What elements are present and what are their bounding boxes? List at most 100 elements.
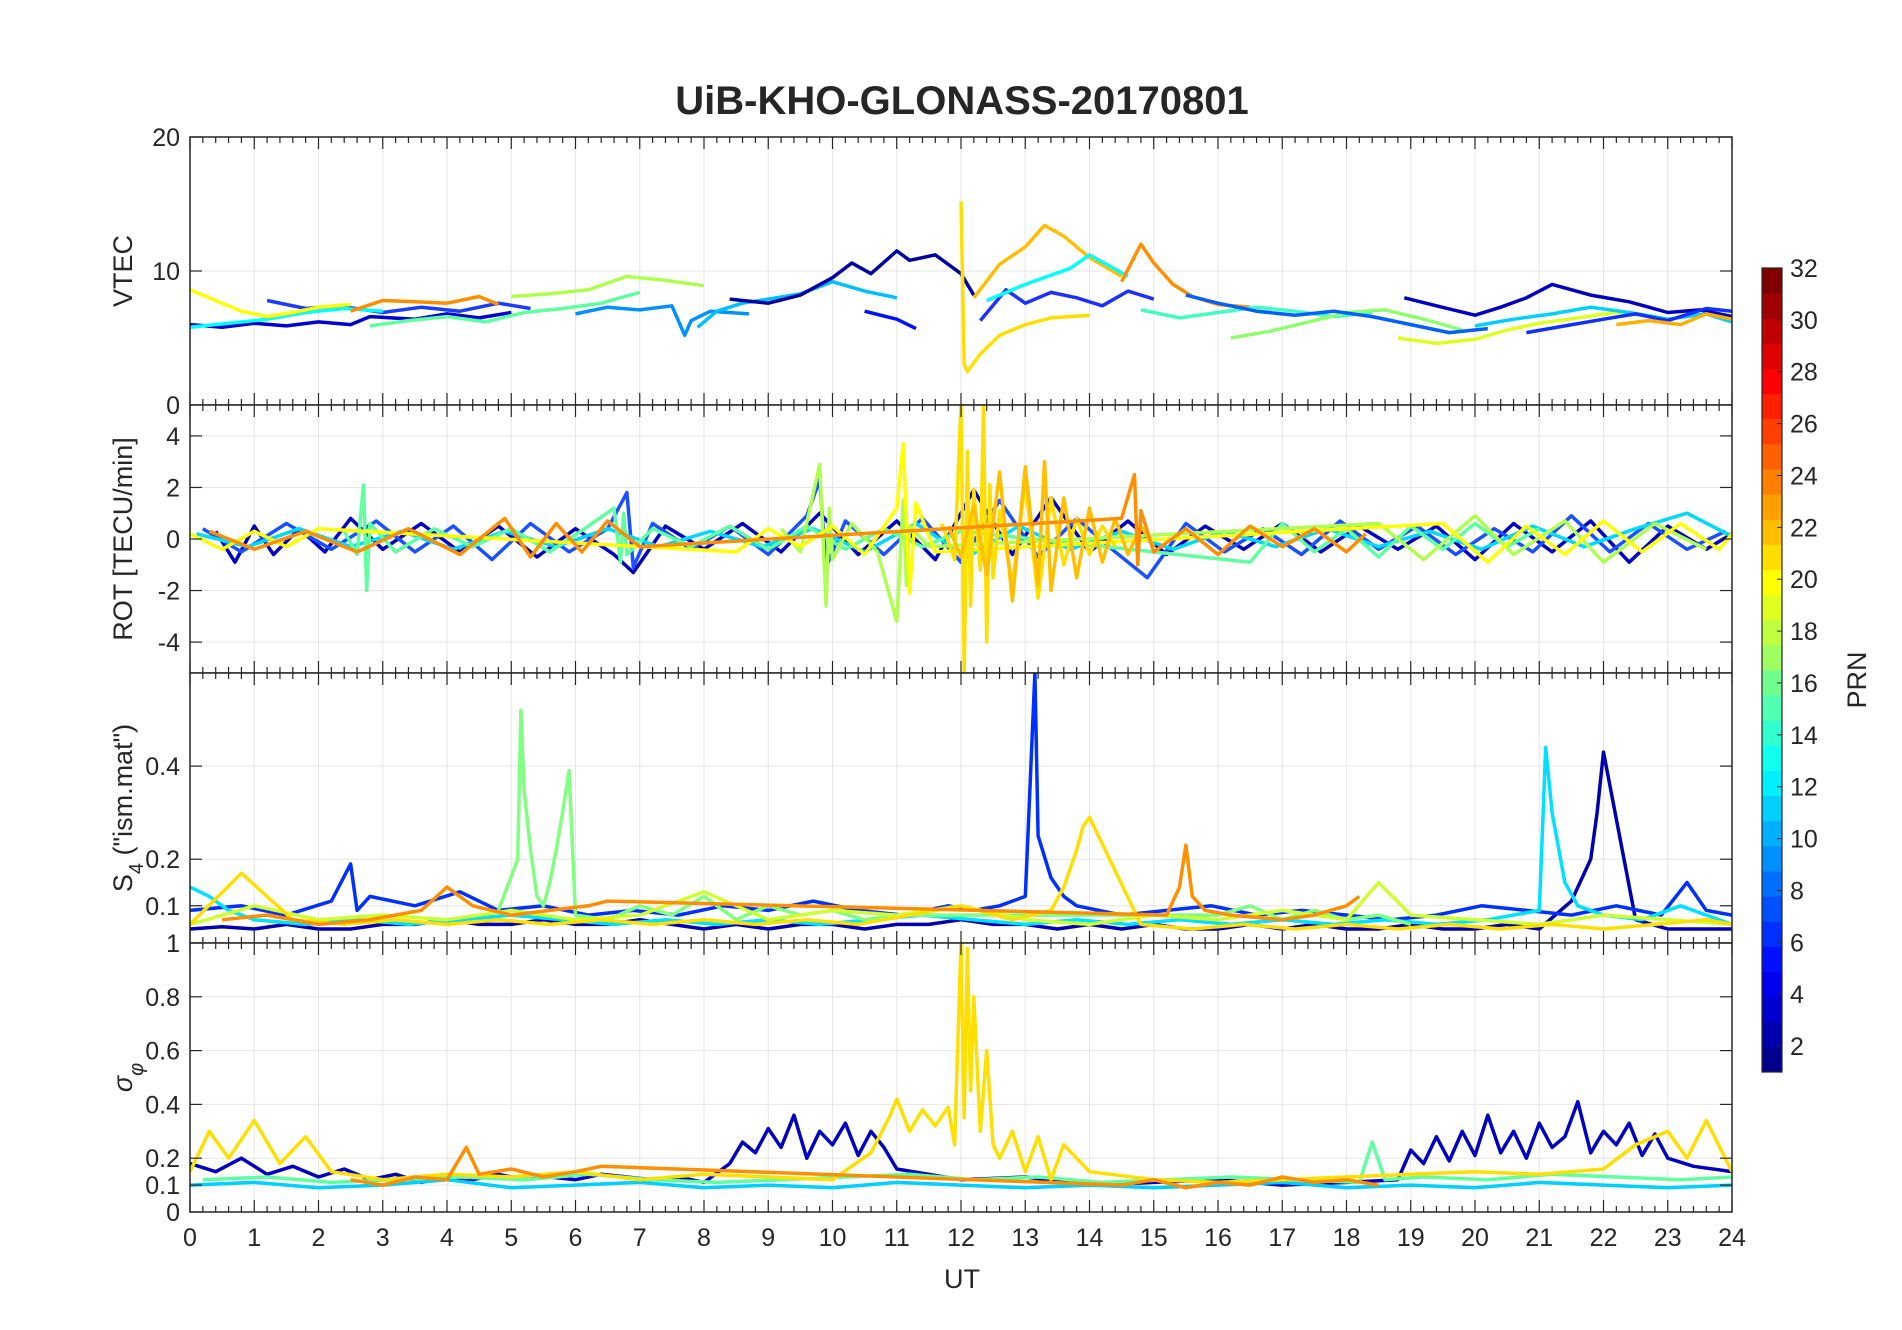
colorbar-tick-label: 28 (1790, 359, 1818, 387)
series-line (190, 815, 1732, 931)
y-tick-label: 0.1 (145, 1172, 180, 1200)
y-tick-label: 0.1 (145, 893, 180, 921)
series-line (190, 441, 1732, 595)
x-axis-label: UT (944, 1264, 980, 1294)
series-line (350, 1145, 1379, 1190)
series-line (190, 306, 383, 330)
colorbar-segment (1762, 368, 1782, 395)
series-line (1397, 310, 1656, 346)
panel-4: 00.10.2 0.4 0.6 0.8 1 σφ (108, 930, 1733, 1227)
series-line (208, 472, 1367, 567)
series-line (350, 294, 500, 313)
colorbar-segment (1762, 820, 1782, 847)
series-line (972, 223, 1123, 299)
x-tick-label: 13 (1011, 1224, 1039, 1252)
x-tick-label: 22 (1590, 1224, 1618, 1252)
chart-title: UiB-KHO-GLONASS-20170801 (675, 79, 1249, 123)
series-group (190, 405, 1732, 673)
colorbar-label: PRN (1842, 651, 1872, 708)
x-tick-label: 14 (1076, 1224, 1104, 1252)
x-tick-label: 19 (1397, 1224, 1425, 1252)
panel-1: 0 10 20 VTEC (108, 124, 1733, 420)
colorbar-tick-label: 10 (1790, 826, 1818, 854)
colorbar-tick-label: 30 (1790, 307, 1818, 335)
y-axis-label: σφ (108, 1063, 148, 1092)
series-line (190, 745, 1732, 927)
y-tick-label: -2 (158, 578, 180, 606)
y-tick-label: 0 (166, 1199, 180, 1227)
colorbar-segment (1762, 946, 1782, 972)
colorbar-segment (1762, 921, 1782, 947)
colorbar-segment (1762, 544, 1782, 570)
series-line (986, 253, 1129, 303)
y-tick-label: 20 (152, 124, 180, 152)
x-tick-label: 9 (761, 1224, 775, 1252)
panel-2: -4 -2 0 2 4 ROT [TECU/min] (108, 404, 1733, 674)
y-tick-label: 10 (152, 258, 180, 286)
series-line (202, 1140, 1732, 1185)
colorbar-segment (1762, 494, 1782, 520)
x-tick-label: 4 (440, 1224, 454, 1252)
colorbar-segment (1762, 770, 1782, 797)
y-axis-label: ROT [TECU/min] (108, 437, 138, 641)
colorbar-segment (1762, 971, 1782, 998)
colorbar-segment (1762, 268, 1782, 294)
colorbar-tick-label: 32 (1790, 255, 1818, 283)
series-line (729, 249, 976, 305)
colorbar-segment (1762, 594, 1782, 621)
colorbar-tick-label: 16 (1790, 670, 1818, 698)
y-tick-label: 0.4 (145, 753, 180, 781)
y-tick-label: 0.4 (145, 1091, 180, 1119)
x-tick-label: 2 (312, 1224, 326, 1252)
series-line (1616, 312, 1732, 327)
colorbar-segment (1762, 795, 1782, 822)
colorbar-segment (1762, 318, 1782, 344)
colorbar-segment (1762, 569, 1782, 596)
colorbar-segment (1762, 670, 1782, 696)
y-axis-label: S4 ("ism.mat") (108, 724, 148, 892)
x-tick-label: 17 (1268, 1224, 1296, 1252)
y-tick-label: 4 (166, 423, 180, 451)
series-line (190, 310, 512, 330)
x-tick-labels: 0 1 2 3 4 5 6 7 8 9 10 11 12 13 14 15 16 17 18 19 20 21 22 23 24 (183, 1224, 1746, 1252)
colorbar-segment (1762, 720, 1782, 746)
x-tick-label: 11 (884, 1224, 910, 1252)
colorbar-segment (1762, 1046, 1782, 1073)
colorbar-tick-label: 18 (1790, 618, 1818, 646)
series-line (496, 708, 1412, 927)
series-line (190, 288, 351, 319)
colorbar-segment (1762, 619, 1782, 646)
colorbar-segment (1762, 443, 1782, 470)
colorbar-tick-label: 6 (1790, 929, 1804, 957)
colorbar-segment (1762, 845, 1782, 872)
colorbar-segment (1762, 745, 1782, 771)
x-tick-label: 1 (247, 1224, 261, 1252)
series-group (190, 673, 1732, 931)
series-line (511, 274, 705, 299)
colorbar-tick-label: 20 (1790, 566, 1818, 594)
colorbar-segment (1762, 343, 1782, 369)
x-tick-label: 3 (376, 1224, 390, 1252)
colorbar-segment (1762, 996, 1782, 1023)
x-tick-label: 12 (947, 1224, 975, 1252)
x-tick-label: 18 (1333, 1224, 1361, 1252)
series-line (946, 459, 1156, 603)
colorbar-segment (1762, 519, 1782, 545)
series-line (342, 483, 1541, 593)
y-tick-label: 0.6 (145, 1038, 180, 1066)
series-line (1526, 306, 1732, 335)
series-line (959, 201, 1090, 374)
colorbar-tick-label: 4 (1790, 981, 1804, 1009)
colorbar-tick-label: 8 (1790, 877, 1804, 905)
series-line (1403, 282, 1732, 319)
series-line (369, 290, 641, 328)
series-line (575, 304, 750, 338)
y-tick-label: 1 (166, 930, 180, 958)
x-tick-label: 23 (1654, 1224, 1682, 1252)
series-group (190, 201, 1732, 374)
series-line (1185, 293, 1488, 335)
colorbar-tick-label: 2 (1790, 1033, 1804, 1061)
y-tick-label: -4 (158, 629, 180, 657)
